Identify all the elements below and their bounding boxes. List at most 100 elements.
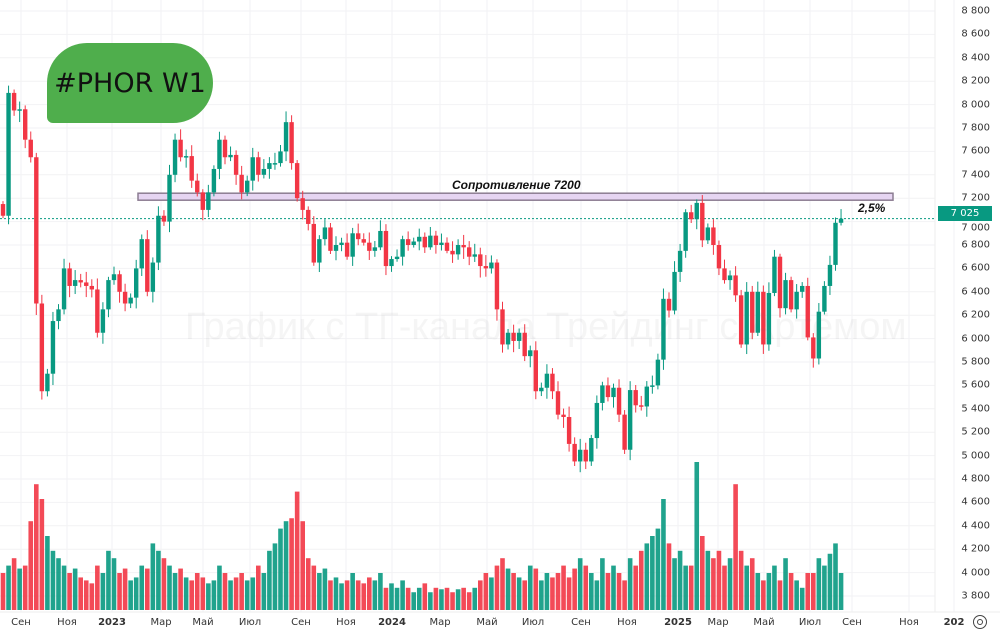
candle-body [439,242,444,245]
candle-body [616,387,622,415]
candle-body [283,122,289,152]
volume-bar [672,558,677,610]
candle [222,135,228,165]
volume-bar [22,565,28,610]
candle [511,324,516,353]
volume-bar [700,536,705,610]
candle [578,438,583,473]
x-tick-label: Май [192,617,214,628]
candle [178,129,183,162]
candle [294,160,300,202]
candle [600,381,605,411]
candle-body [378,230,383,248]
candle [478,247,483,278]
candle-body [738,295,744,345]
candle [500,301,505,353]
x-tick-label: Июл [521,617,545,628]
volume-bar [472,587,478,610]
y-tick-label: 6 000 [961,333,990,345]
candle [733,266,738,302]
candle-body [605,385,611,398]
volume-bar [106,550,111,610]
candle [550,368,555,400]
volume-bar [533,568,539,610]
candle [211,165,217,197]
candle-body [156,215,161,263]
volume-bar [650,536,655,610]
y-tick-label: 7 400 [961,169,990,181]
candle-body [794,291,799,310]
candle [572,437,577,467]
candle [428,226,433,250]
candle [34,152,39,315]
volume-bar [411,592,416,610]
x-tick-label: Май [476,617,498,628]
candle [766,282,772,351]
candle [344,233,350,260]
candle [239,165,244,200]
candle [705,223,711,244]
candle [555,381,561,420]
candle-body [117,274,122,292]
candle-body [84,282,89,286]
x-tick-label: Ноя [617,617,637,628]
volume-bar [156,550,161,610]
candle-body [372,247,378,251]
candle-body [6,92,11,216]
volume-bar [655,528,661,610]
volume-bar [172,573,178,610]
candle-body [72,280,78,286]
candle-body [78,280,83,283]
candle-body [655,359,661,386]
volume-bar [283,521,289,610]
resistance-zone[interactable] [137,192,894,201]
volume-bar [350,573,355,610]
candle-body [122,291,128,304]
candle-body [700,202,705,241]
y-tick-label: 4 000 [961,567,990,579]
candle [400,235,405,266]
volume-bar [711,558,716,610]
volume-bar [305,558,311,610]
y-tick-label: 4 800 [961,473,990,485]
candle [727,270,733,290]
volume-bar [616,573,622,610]
volume-bar [272,543,278,610]
candle-body [744,291,749,345]
candle-body [356,233,361,240]
candle [800,282,805,298]
candle [655,353,661,390]
candle [783,272,788,315]
candle-body [650,385,655,387]
candle [589,434,594,466]
candle-body [400,239,405,257]
volume-bar [816,558,822,610]
candle-body [34,157,39,304]
candle-body [56,309,61,322]
candle-body [822,285,827,312]
candle [306,206,311,231]
volume-bar [256,565,261,610]
settings-icon[interactable] [973,615,987,629]
candle-body [572,443,577,462]
x-tick-label: Сен [11,617,31,628]
y-tick-label: 7 000 [961,222,990,234]
candle [833,217,838,271]
candle-body [128,297,133,304]
candle-body [222,139,228,158]
volume-bar [733,484,738,610]
resistance-label: Сопротивление 7200 [452,178,581,192]
candle [505,329,511,350]
candle-body [394,256,400,260]
candle-body [639,405,644,407]
candle [61,258,67,315]
candle-body [200,192,205,210]
volume-bar [638,550,644,610]
candle [350,227,355,266]
candle-body [256,157,261,175]
candle [455,239,461,260]
candle [28,131,33,163]
x-tick-label: Июл [238,617,262,628]
candle [411,237,416,248]
